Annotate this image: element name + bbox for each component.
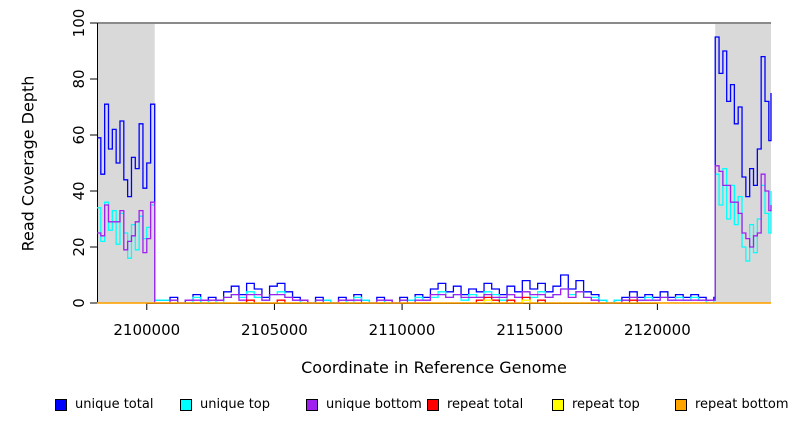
series-unique-bottom	[97, 165, 772, 304]
y-axis-tick-label: 20	[70, 237, 88, 256]
legend: unique total unique top unique bottom re…	[0, 397, 792, 421]
y-axis-tick-label: 60	[70, 125, 88, 144]
series-unique-top	[97, 167, 772, 304]
legend-item-unique-total: unique total	[55, 397, 153, 412]
x-axis-tick-label: 2110000	[369, 321, 436, 339]
legend-label: unique total	[75, 397, 154, 412]
legend-label: repeat top	[572, 397, 640, 412]
x-axis-tick-label: 2115000	[496, 321, 563, 339]
legend-label: unique top	[200, 397, 271, 412]
x-axis-title: Coordinate in Reference Genome	[301, 358, 567, 377]
legend-label: repeat total	[447, 397, 524, 412]
highlight-region	[715, 23, 771, 303]
y-axis-tick-label: 0	[70, 298, 88, 308]
y-axis-tick-label: 80	[70, 69, 88, 88]
legend-swatch-repeat-top	[552, 398, 564, 411]
legend-swatch-unique-bottom	[306, 398, 318, 411]
x-axis-tick-label: 2120000	[624, 321, 691, 339]
legend-item-repeat-bottom: repeat bottom	[675, 397, 789, 412]
legend-item-unique-top: unique top	[180, 397, 270, 412]
y-axis-title: Read Coverage Depth	[18, 75, 38, 252]
legend-item-repeat-top: repeat top	[552, 397, 640, 412]
legend-item-repeat-total: repeat total	[427, 397, 523, 412]
x-axis-tick-label: 2100000	[113, 321, 180, 339]
legend-label: repeat bottom	[695, 397, 789, 412]
legend-label: unique bottom	[326, 397, 422, 412]
legend-item-unique-bottom: unique bottom	[306, 397, 422, 412]
legend-swatch-unique-total	[55, 398, 67, 411]
legend-swatch-repeat-bottom	[675, 398, 687, 411]
y-axis-tick-label: 40	[70, 181, 88, 200]
x-axis-tick-label: 2105000	[241, 321, 308, 339]
y-axis-tick-label: 100	[70, 9, 88, 38]
highlight-region	[97, 23, 155, 303]
legend-swatch-unique-top	[180, 398, 192, 411]
legend-swatch-repeat-total	[427, 398, 439, 411]
series-unique-total	[97, 36, 772, 304]
